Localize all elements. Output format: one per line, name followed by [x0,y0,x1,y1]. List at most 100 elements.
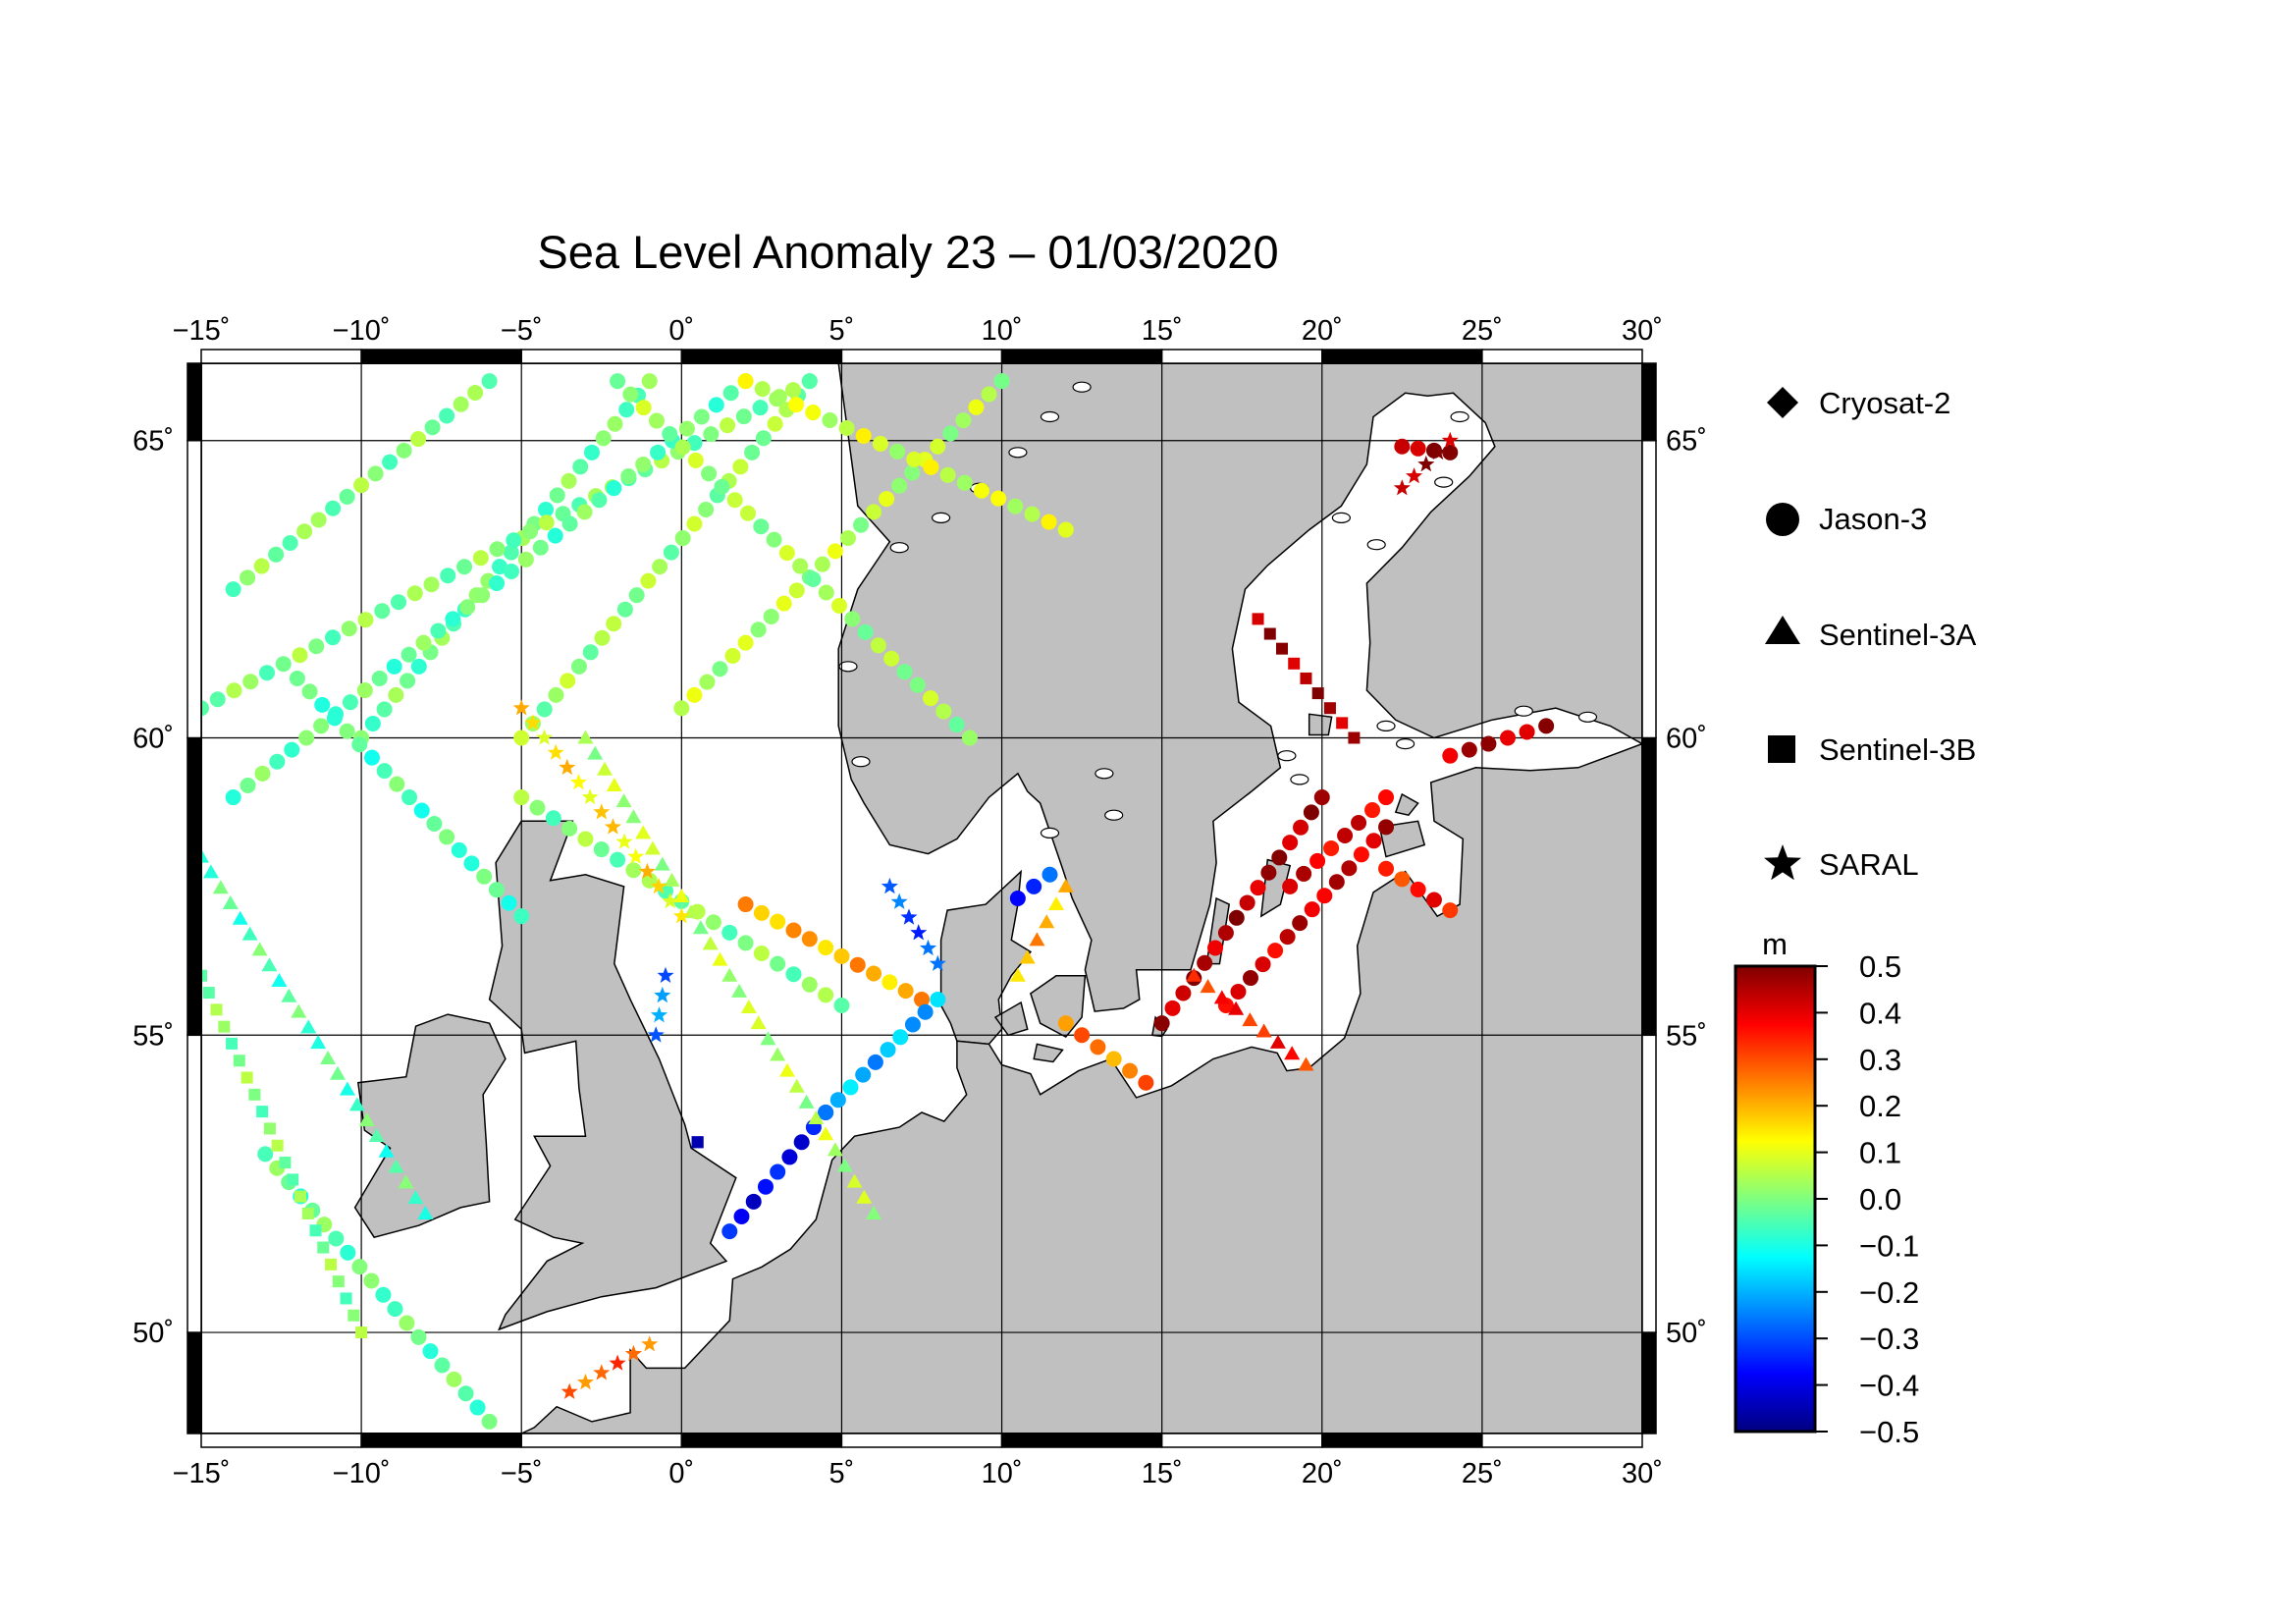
saral-point [593,1364,611,1380]
jason-3-point [917,1003,934,1020]
colorbar-ramp [1735,966,1815,1432]
jason-3-point [363,749,380,766]
sentinel-3b-point [325,1258,338,1271]
colorbar-tick-label: 0.0 [1859,1182,1901,1217]
jason-3-point [396,442,412,459]
saral-point [561,1382,578,1399]
sentinel-3a-point [1029,932,1045,947]
sentinel-3a-point [664,872,680,887]
jason-3-point [413,802,430,819]
jason-3-point [616,601,633,618]
jason-3-point [844,611,861,627]
saral-point [650,877,667,894]
jason-3-point [1293,819,1309,836]
jason-3-point [1090,1039,1106,1055]
jason-3-point [1538,718,1555,734]
colorbar-tick-label: −0.4 [1859,1369,1919,1403]
sentinel-3a-point [368,1127,385,1142]
jason-3-point [292,647,308,664]
saral-point [536,729,554,745]
jason-3-point [374,603,391,620]
jason-3-point [503,544,519,561]
funen-land [993,1001,1029,1037]
jason-3-point [687,452,704,468]
saral-point [638,862,656,879]
jason-3-point [942,425,959,442]
saral-point [657,966,674,983]
saral-point [547,743,564,760]
jason-3-point [1260,864,1277,881]
jason-3-point [839,530,856,547]
legend-item-sentinel-3a: Sentinel-3A [1765,616,1977,652]
star-icon [1764,844,1801,881]
jason-3-point [897,983,914,1000]
jason-3-point [1378,860,1395,877]
jason-3-point [501,894,517,911]
jason-3-point [1057,521,1074,538]
aland-land [1308,713,1333,736]
colorbar-tick-label: 0.5 [1859,949,1901,984]
frame-segment-left [187,1331,202,1434]
jason-3-point [1041,866,1058,883]
jason-3-point [648,412,665,429]
jason-3-point [314,696,331,713]
jason-3-point [424,419,441,436]
jason-3-point [503,563,519,579]
sentinel-3b-point [1276,642,1288,655]
jason-3-point [1480,735,1497,752]
jason-3-point [721,924,738,941]
sentinel-3b-point [355,1326,368,1339]
jason-3-point [474,587,491,604]
colorbar-ticks: 0.5 0.4 0.3 0.2 0.1 0.0 −0.1 −0.2 −0.3 −0.4 −0.5 [1815,949,1919,1449]
sentinel-3a-point [1200,979,1216,994]
jason-3-point [755,430,772,447]
jason-3-point [1239,894,1255,911]
colorbar-tick-label: −0.3 [1859,1322,1919,1356]
jason-3-point [686,435,703,452]
jason-3-point [833,998,850,1013]
lake-islet [1514,705,1533,717]
jason-3-point [1316,888,1333,904]
jason-3-point [750,622,767,638]
jason-3-point [855,427,872,444]
sentinel-3a-point [827,1142,843,1157]
saral-point [662,893,679,909]
sentinel-3a-point [1242,1012,1258,1027]
jason-3-point [430,622,447,639]
jason-3-point [838,419,855,436]
jason-3-point [732,459,749,475]
jason-3-point [341,621,357,637]
sentinel-3a-point [1213,990,1230,1004]
jason-3-point [1410,881,1426,897]
jason-3-point [853,516,870,533]
jason-3-point [254,765,271,782]
jason-3-point [453,396,469,412]
jason-3-point [674,530,691,547]
jason-3-point [1296,865,1312,882]
jason-3-point [488,882,505,898]
jason-3-point [990,490,1007,507]
jason-3-point [698,501,715,517]
jason-3-point [561,472,577,489]
jason-3-point [973,482,989,499]
jason-3-point [301,683,318,700]
jason-3-point [376,701,393,718]
lake-islet [1395,737,1415,750]
jason-3-point [561,515,578,532]
jason-3-point [1007,498,1024,514]
jason-3-point [446,1371,462,1387]
sentinel-3b-point [317,1241,330,1254]
legend-label-saral: SARAL [1819,847,1919,882]
lon-tick-label-top: 20˚ [1302,315,1343,347]
jason-3-point [948,717,965,733]
jason-3-point [872,435,888,452]
jason-3-point [891,477,908,494]
jason-3-point [939,466,956,483]
jason-3-point [870,637,886,654]
frame-segment-top [200,349,362,364]
jason-3-point [866,965,882,982]
sentinel-3a-point [856,1189,873,1204]
jason-3-point [771,389,787,406]
sentinel-3a-point [212,880,229,894]
jason-3-point [1175,985,1192,1001]
